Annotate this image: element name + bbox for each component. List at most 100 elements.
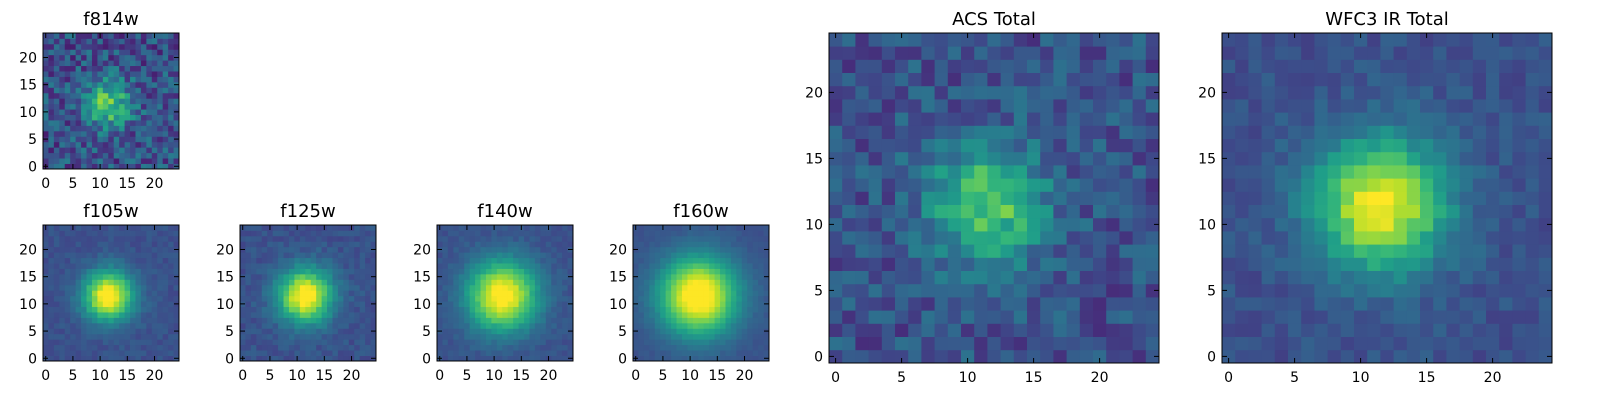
heatmap-cell — [1512, 217, 1526, 232]
heatmap-cell — [475, 312, 481, 318]
heatmap-cell — [1486, 165, 1500, 179]
heatmap-cell — [496, 225, 503, 231]
heatmap-cell — [1327, 336, 1342, 351]
heatmap-cell — [283, 344, 290, 351]
heatmap-cell — [829, 336, 843, 351]
heatmap-cell — [337, 339, 344, 346]
heatmap-cell — [64, 333, 71, 340]
heatmap-cell — [256, 268, 263, 275]
heatmap-cell — [540, 312, 547, 318]
heatmap-cell — [934, 310, 949, 324]
heatmap-cell — [1446, 257, 1460, 271]
heatmap-cell — [151, 114, 158, 121]
heatmap-cell — [59, 109, 66, 115]
heatmap-cell — [53, 71, 60, 77]
heatmap-cell — [151, 290, 158, 297]
heatmap-cell — [1013, 257, 1028, 271]
heatmap-cell — [146, 49, 153, 56]
heatmap-cell — [43, 317, 49, 324]
heatmap-cell — [1248, 336, 1262, 351]
heatmap-cell — [534, 273, 541, 280]
heatmap-cell — [130, 317, 136, 324]
heatmap-cell — [124, 328, 131, 335]
heatmap-cell — [1301, 231, 1315, 245]
heatmap-cell — [48, 38, 55, 45]
heatmap-cell — [447, 225, 454, 231]
heatmap-cell — [1040, 244, 1054, 258]
heatmap-cell — [370, 344, 377, 351]
heatmap-cell — [545, 279, 552, 286]
heatmap-cell — [1340, 231, 1355, 245]
heatmap-cell — [53, 290, 60, 297]
heatmap-cell — [97, 81, 104, 88]
heatmap-cell — [316, 263, 322, 269]
heatmap-cell — [299, 257, 306, 264]
heatmap-cell — [59, 49, 66, 56]
heatmap-cell — [1000, 257, 1015, 271]
heatmap-cell — [453, 350, 460, 356]
heatmap-cell — [660, 350, 667, 356]
heatmap-cell — [676, 333, 683, 340]
heatmap-cell — [475, 246, 481, 253]
heatmap-cell — [1013, 178, 1028, 192]
heatmap-cell — [305, 230, 312, 237]
heatmap-cell — [354, 257, 361, 264]
heatmap-cell — [469, 225, 476, 231]
heatmap-cell — [59, 130, 66, 137]
heatmap-cell — [1367, 178, 1381, 192]
heatmap-cell — [299, 355, 306, 362]
heatmap-cell — [75, 163, 82, 170]
heatmap-cell — [267, 263, 274, 269]
heatmap-cell — [758, 290, 764, 297]
heatmap-cell — [464, 263, 471, 269]
heatmap-cell — [130, 284, 136, 291]
heatmap-cell — [140, 257, 147, 264]
heatmap-cell — [660, 312, 667, 318]
heatmap-cell — [43, 252, 49, 259]
heatmap-cell — [130, 98, 136, 105]
heatmap-cell — [567, 241, 574, 248]
heatmap-cell — [157, 152, 164, 159]
heatmap-cell — [567, 339, 574, 346]
heatmap-cell — [113, 76, 120, 83]
heatmap-cell — [102, 87, 109, 94]
heatmap-cell — [245, 301, 252, 307]
heatmap-cell — [157, 49, 164, 56]
heatmap-cell — [91, 49, 98, 56]
heatmap-cell — [1106, 59, 1120, 73]
y-tick-label: 0 — [618, 351, 627, 367]
heatmap-cell — [59, 268, 66, 275]
heatmap-cell — [162, 284, 169, 291]
heatmap-cell — [1132, 191, 1147, 205]
heatmap-cell — [305, 225, 312, 231]
heatmap-cell — [987, 204, 1001, 219]
heatmap-cell — [725, 257, 732, 264]
heatmap-cell — [1314, 46, 1328, 60]
heatmap-cell — [1512, 165, 1526, 179]
heatmap-cell — [327, 333, 333, 340]
heatmap-cell — [908, 323, 922, 337]
heatmap-cell — [53, 235, 60, 242]
heatmap-cell — [240, 252, 246, 259]
heatmap-cell — [1354, 33, 1368, 47]
heatmap-cell — [507, 350, 514, 356]
heatmap-cell — [556, 301, 563, 307]
heatmap-cell — [1079, 297, 1094, 311]
heatmap-cell — [81, 322, 87, 329]
heatmap-cell — [53, 152, 60, 159]
heatmap-cell — [1486, 151, 1500, 166]
heatmap-cell — [961, 72, 975, 87]
heatmap-cell — [135, 252, 142, 259]
heatmap-cell — [135, 152, 142, 159]
heatmap-cell — [1486, 59, 1500, 73]
heatmap-cell — [855, 33, 869, 47]
heatmap-cell — [299, 235, 306, 242]
heatmap-cell — [671, 230, 677, 237]
heatmap-cell — [1119, 257, 1133, 271]
heatmap-cell — [146, 328, 153, 335]
heatmap-cell — [934, 165, 949, 179]
heatmap-cell — [1274, 125, 1289, 139]
heatmap-cell — [162, 344, 169, 351]
heatmap-cell — [567, 322, 574, 329]
heatmap-cell — [562, 350, 568, 356]
